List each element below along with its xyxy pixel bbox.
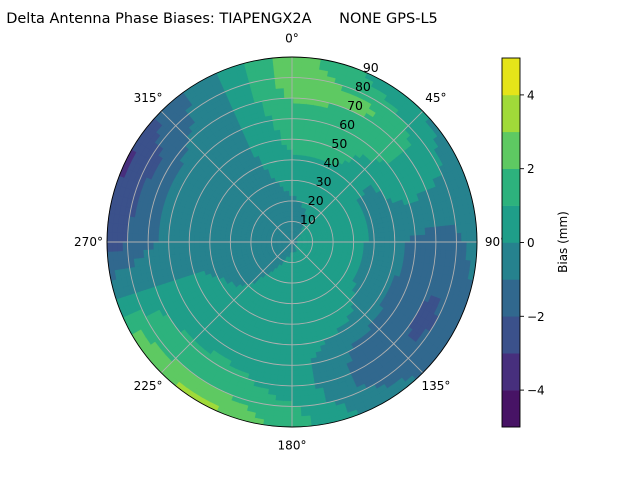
theta-tick-label: 0° (285, 32, 299, 46)
r-tick-label: 80 (355, 79, 371, 94)
theta-tick-label: 180° (278, 439, 307, 453)
r-tick-label: 60 (339, 117, 355, 132)
colorbar-band (502, 353, 520, 390)
colorbar-band (502, 206, 520, 243)
r-tick-label: 90 (363, 60, 379, 75)
r-tick-label: 10 (300, 212, 316, 227)
colorbar-tick-label: 0 (527, 236, 535, 250)
colorbar-tick-label: −2 (527, 310, 545, 324)
r-tick-label: 70 (347, 98, 363, 113)
colorbar-tick-label: −4 (527, 384, 545, 398)
colorbar-band (502, 390, 520, 427)
r-tick-label: 30 (316, 174, 332, 189)
colorbar-band (502, 132, 520, 169)
colorbar-label: Bias (mm) (556, 211, 570, 273)
theta-tick-label: 225° (134, 379, 163, 393)
r-tick-label: 20 (308, 193, 324, 208)
colorbar: −4 −2 0 2 4 (502, 58, 545, 427)
r-tick-label: 40 (324, 155, 340, 170)
chart-title: Delta Antenna Phase Biases: TIAPENGX2A N… (6, 11, 438, 27)
colorbar-band (502, 169, 520, 206)
colorbar-tick-label: 4 (527, 88, 535, 102)
colorbar-band (502, 58, 520, 95)
colorbar-tick-label: 2 (527, 162, 535, 176)
colorbar-band (502, 95, 520, 132)
theta-tick-label: 135° (421, 379, 450, 393)
colorbar-band (502, 279, 520, 316)
colorbar-band (502, 243, 520, 280)
r-tick-label: 50 (331, 136, 347, 151)
colorbar-band (502, 316, 520, 353)
polar-grid (107, 57, 477, 427)
theta-tick-label: 45° (425, 91, 446, 105)
theta-tick-label: 315° (134, 91, 163, 105)
theta-tick-label: 270° (74, 235, 103, 249)
